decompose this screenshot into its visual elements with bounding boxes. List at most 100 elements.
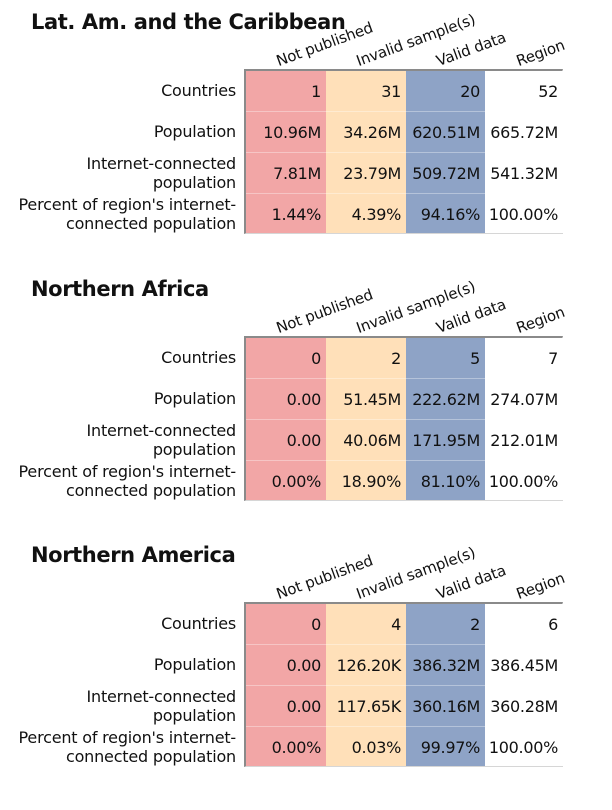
row-separator xyxy=(246,726,326,727)
row-separator xyxy=(406,193,485,194)
row-label: Percent of region's internet-connected p… xyxy=(18,727,237,766)
row-separator xyxy=(326,193,406,194)
column-region: 6 386.45M 360.28M 100.00% xyxy=(485,604,563,766)
row-separator xyxy=(246,378,326,379)
row-separator xyxy=(326,111,406,112)
section-title: Northern America xyxy=(31,543,236,567)
table-cell: 126.20K xyxy=(336,656,402,675)
region-section: Northern Africa Not published Invalid samp… xyxy=(0,267,612,533)
table-cell: 20 xyxy=(460,82,480,101)
table-cell: 4 xyxy=(391,615,401,634)
table-cell: 0.00 xyxy=(286,390,322,409)
table-cell: 40.06M xyxy=(343,431,401,450)
table-cell: 0.00 xyxy=(286,656,322,675)
table-cell: 5 xyxy=(470,349,480,368)
table-cell: 0.03% xyxy=(351,738,402,757)
row-label: Percent of region's internet-connected p… xyxy=(18,461,237,500)
table-cell: 52 xyxy=(538,82,558,101)
column-header: Region xyxy=(513,568,568,603)
table-cell: 620.51M xyxy=(412,123,480,142)
table-cell: 10.96M xyxy=(263,123,321,142)
data-grid: 0 0.00 0.00 0.00% 4 126.20K 117.65K 0.03% 2 386.3… xyxy=(244,602,563,767)
row-label: Internet-connected population xyxy=(86,420,237,459)
table-cell: 31 xyxy=(381,82,401,101)
table-cell: 0.00% xyxy=(271,472,322,491)
table-cell: 0.00 xyxy=(286,431,322,450)
row-separator xyxy=(246,644,326,645)
table-cell: 1 xyxy=(311,82,321,101)
row-separator xyxy=(326,644,406,645)
row-label: Population xyxy=(153,389,236,408)
table-cell: 2 xyxy=(391,349,401,368)
table-cell: 2 xyxy=(470,615,480,634)
table-cell: 18.90% xyxy=(341,472,402,491)
table-cell: 0.00 xyxy=(286,697,322,716)
table-cell: 81.10% xyxy=(420,472,481,491)
row-label: Internet-connected population xyxy=(86,153,237,192)
table-cell: 0.00% xyxy=(271,738,322,757)
table-cell: 7 xyxy=(548,349,558,368)
table-cell: 7.81M xyxy=(273,164,321,183)
table-cell: 386.45M xyxy=(490,656,558,675)
column-not-published: 0 0.00 0.00 0.00% xyxy=(246,338,326,500)
column-region: 7 274.07M 212.01M 100.00% xyxy=(485,338,563,500)
table-cell: 117.65K xyxy=(336,697,402,716)
table-cell: 51.45M xyxy=(343,390,401,409)
table-cell: 541.32M xyxy=(490,164,558,183)
column-invalid-samples: 31 34.26M 23.79M 4.39% xyxy=(326,71,406,233)
row-separator xyxy=(246,460,326,461)
table-cell: 4.39% xyxy=(351,205,402,224)
section-title: Lat. Am. and the Caribbean xyxy=(31,10,346,34)
row-separator xyxy=(246,111,326,112)
table-cell: 0 xyxy=(311,615,321,634)
column-invalid-samples: 2 51.45M 40.06M 18.90% xyxy=(326,338,406,500)
row-separator xyxy=(326,726,406,727)
table-cell: 212.01M xyxy=(490,431,558,450)
table-cell: 171.95M xyxy=(412,431,480,450)
row-separator xyxy=(406,111,485,112)
row-separator xyxy=(406,152,485,153)
column-region: 52 665.72M 541.32M 100.00% xyxy=(485,71,563,233)
row-label: Countries xyxy=(161,348,236,367)
row-separator xyxy=(406,460,485,461)
row-label: Population xyxy=(153,655,236,674)
row-label: Internet-connected population xyxy=(86,686,237,725)
row-separator xyxy=(406,726,485,727)
row-separator xyxy=(246,152,326,153)
table-cell: 509.72M xyxy=(412,164,480,183)
row-separator xyxy=(326,378,406,379)
data-grid: 0 0.00 0.00 0.00% 2 51.45M 40.06M 18.90% 5 222.62… xyxy=(244,336,563,501)
row-separator xyxy=(406,419,485,420)
table-cell: 1.44% xyxy=(271,205,322,224)
section-title: Northern Africa xyxy=(31,277,209,301)
row-separator xyxy=(326,460,406,461)
row-label: Countries xyxy=(161,614,236,633)
table-cell: 274.07M xyxy=(490,390,558,409)
column-valid-data: 2 386.32M 360.16M 99.97% xyxy=(406,604,485,766)
table-cell: 222.62M xyxy=(412,390,480,409)
row-label: Countries xyxy=(161,81,236,100)
row-separator xyxy=(406,685,485,686)
row-separator xyxy=(326,419,406,420)
table-cell: 100.00% xyxy=(488,472,558,491)
column-not-published: 1 10.96M 7.81M 1.44% xyxy=(246,71,326,233)
table-cell: 23.79M xyxy=(343,164,401,183)
table-cell: 360.16M xyxy=(412,697,480,716)
row-separator xyxy=(246,193,326,194)
table-cell: 94.16% xyxy=(420,205,481,224)
table-cell: 665.72M xyxy=(490,123,558,142)
region-section: Northern America Not published Invalid sam… xyxy=(0,533,612,799)
table-cell: 34.26M xyxy=(343,123,401,142)
table-cell: 360.28M xyxy=(490,697,558,716)
column-valid-data: 20 620.51M 509.72M 94.16% xyxy=(406,71,485,233)
row-label: Percent of region's internet-connected p… xyxy=(18,194,237,233)
table-cell: 99.97% xyxy=(420,738,481,757)
row-separator xyxy=(406,378,485,379)
row-separator xyxy=(246,419,326,420)
row-separator xyxy=(326,152,406,153)
table-cell: 6 xyxy=(548,615,558,634)
data-grid: 1 10.96M 7.81M 1.44% 31 34.26M 23.79M 4.39% 20 62… xyxy=(244,69,563,234)
row-separator xyxy=(246,685,326,686)
table-cell: 100.00% xyxy=(488,738,558,757)
column-valid-data: 5 222.62M 171.95M 81.10% xyxy=(406,338,485,500)
